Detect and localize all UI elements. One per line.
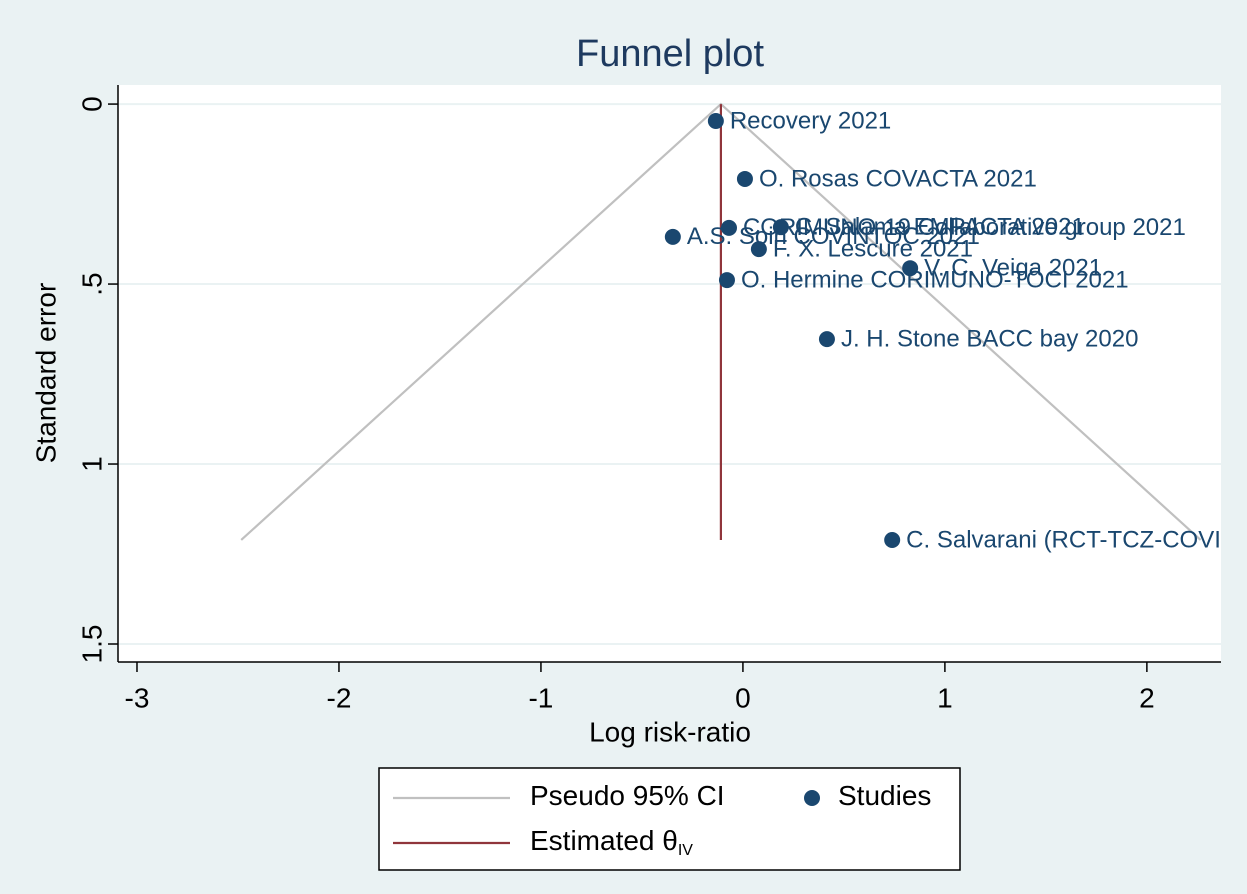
y-tick-label: .5 <box>76 272 107 295</box>
study-label: C. Salama EMPACTA 2021 <box>795 214 1085 241</box>
legend-subscript: IV <box>678 842 693 859</box>
y-axis-title: Standard error <box>30 283 61 464</box>
y-tick-label: 1.5 <box>76 625 107 664</box>
grid <box>118 103 1221 646</box>
study-point <box>736 170 753 187</box>
legend: Pseudo 95% CI Estimated θIV Studies <box>378 767 961 871</box>
study-label: O. Hermine CORIMUNO-TOCI 2021 <box>741 266 1129 293</box>
study-label: F. X. Lescure 2021 <box>773 235 973 262</box>
study-label: V. C. Veiga 2021 <box>924 255 1102 282</box>
study-point <box>720 219 737 236</box>
study-label: O. Rosas COVACTA 2021 <box>759 165 1037 192</box>
study-label: Recovery 2021 <box>730 107 891 134</box>
study-label: C. Salvarani (RCT-TCZ-COVI <box>906 526 1221 553</box>
study-point <box>750 241 767 258</box>
legend-box <box>378 767 961 871</box>
legend-key <box>804 790 820 806</box>
series-line <box>240 102 1202 541</box>
x-axis-title: Log risk-ratio <box>589 716 751 747</box>
legend-label: Pseudo 95% CI <box>530 780 725 811</box>
legend-label: Estimated θIV <box>530 825 693 859</box>
legend-text: Studies <box>838 780 931 811</box>
y-tick-label: 0 <box>76 96 107 112</box>
lines <box>240 102 1202 541</box>
study-point <box>818 331 835 348</box>
chart-title: Funnel plot <box>576 33 764 75</box>
study-point <box>902 260 919 277</box>
x-tick-label: 0 <box>735 682 751 713</box>
study-point <box>772 219 789 236</box>
study-point <box>707 112 724 129</box>
legend-text: Estimated θ <box>530 825 678 856</box>
study-label: A.S. Soin COVINTOC 2021 <box>687 223 980 250</box>
study-point <box>884 531 901 548</box>
points: Recovery 2021 O. Rosas COVACTA 2021 CORIMU… <box>664 107 1221 553</box>
x-tick-label: -2 <box>327 682 352 713</box>
study-label: CORIMUNO-19 Collaborative group 2021 <box>743 214 1186 241</box>
study-label: J. H. Stone BACC bay 2020 <box>841 325 1139 352</box>
x-tick-label: 1 <box>937 682 953 713</box>
x-tick-label: 2 <box>1139 682 1155 713</box>
x-tick-label: -3 <box>125 682 150 713</box>
x-tick-label: -1 <box>528 682 553 713</box>
y-tick-label: 1 <box>76 456 107 472</box>
study-point <box>664 228 681 245</box>
plot-area <box>118 85 1221 662</box>
study-point <box>718 272 735 289</box>
legend-label: Studies <box>838 780 931 811</box>
legend-text: Pseudo 95% CI <box>530 780 725 811</box>
